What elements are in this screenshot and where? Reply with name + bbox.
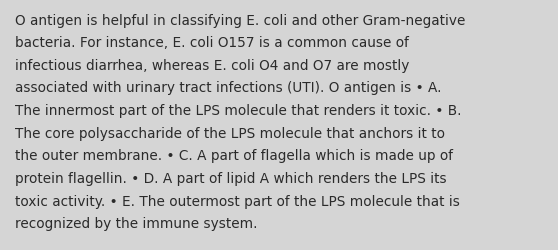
- Text: infectious diarrhea, whereas E. coli O4 and O7 are mostly: infectious diarrhea, whereas E. coli O4 …: [16, 58, 410, 72]
- Text: the outer membrane. • C. A part of flagella which is made up of: the outer membrane. • C. A part of flage…: [16, 149, 454, 163]
- Text: bacteria. For instance, E. coli O157 is a common cause of: bacteria. For instance, E. coli O157 is …: [16, 36, 410, 50]
- Text: O antigen is helpful in classifying E. coli and other Gram-negative: O antigen is helpful in classifying E. c…: [16, 14, 466, 28]
- Text: toxic activity. • E. The outermost part of the LPS molecule that is: toxic activity. • E. The outermost part …: [16, 194, 460, 208]
- Text: The core polysaccharide of the LPS molecule that anchors it to: The core polysaccharide of the LPS molec…: [16, 126, 445, 140]
- Text: The innermost part of the LPS molecule that renders it toxic. • B.: The innermost part of the LPS molecule t…: [16, 104, 462, 118]
- Text: associated with urinary tract infections (UTI). O antigen is • A.: associated with urinary tract infections…: [16, 81, 442, 95]
- Text: recognized by the immune system.: recognized by the immune system.: [16, 216, 258, 230]
- Text: protein flagellin. • D. A part of lipid A which renders the LPS its: protein flagellin. • D. A part of lipid …: [16, 171, 447, 185]
